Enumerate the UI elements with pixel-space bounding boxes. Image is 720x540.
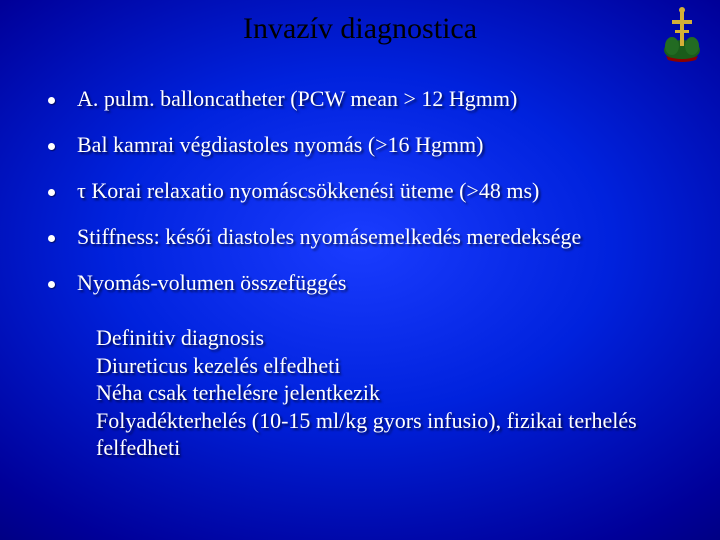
paragraph-line: Néha csak terhelésre jelentkezik (96, 379, 680, 407)
paragraph-line: Folyadékterhelés (10-15 ml/kg gyors infu… (96, 407, 680, 462)
crest-icon (658, 6, 706, 64)
bullet-icon (48, 235, 55, 242)
list-item: A. pulm. balloncatheter (PCW mean > 12 H… (48, 86, 720, 112)
bullet-text: τ Korai relaxatio nyomáscsökkenési üteme… (77, 178, 539, 204)
slide-title: Invazív diagnostica (0, 0, 720, 46)
paragraph-line: Diureticus kezelés elfedheti (96, 352, 680, 380)
bullet-text: A. pulm. balloncatheter (PCW mean > 12 H… (77, 86, 517, 112)
list-item: Nyomás-volumen összefüggés (48, 270, 720, 296)
bullet-icon (48, 281, 55, 288)
bullet-text: Stiffness: késői diastoles nyomásemelked… (77, 224, 581, 250)
bullet-icon (48, 189, 55, 196)
list-item: τ Korai relaxatio nyomáscsökkenési üteme… (48, 178, 720, 204)
bullet-text: Bal kamrai végdiastoles nyomás (>16 Hgmm… (77, 132, 484, 158)
list-item: Bal kamrai végdiastoles nyomás (>16 Hgmm… (48, 132, 720, 158)
bullet-text: Nyomás-volumen összefüggés (77, 270, 346, 296)
list-item: Stiffness: késői diastoles nyomásemelked… (48, 224, 720, 250)
paragraph-line: Definitiv diagnosis (96, 324, 680, 352)
bullet-list: A. pulm. balloncatheter (PCW mean > 12 H… (48, 86, 720, 296)
paragraph-block: Definitiv diagnosis Diureticus kezelés e… (96, 324, 680, 462)
bullet-icon (48, 97, 55, 104)
bullet-icon (48, 143, 55, 150)
